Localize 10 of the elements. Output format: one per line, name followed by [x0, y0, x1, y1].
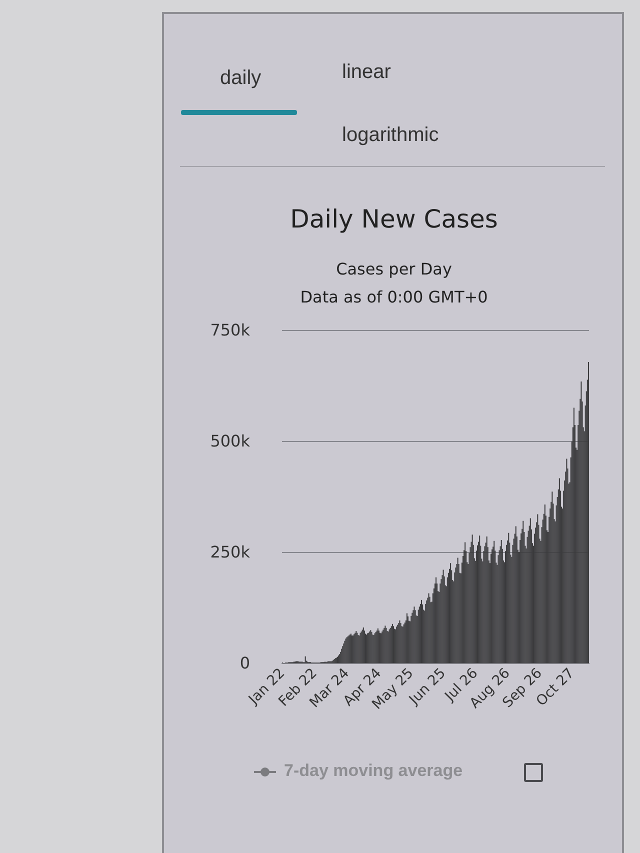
- chart-subtitle: Cases per Day Data as of 0:00 GMT+0: [300, 260, 488, 306]
- y-tick-label: 500k: [210, 432, 251, 450]
- text: 7-day moving average: [284, 761, 463, 781]
- y-tick-label: 750k: [210, 320, 251, 340]
- text: linear: [342, 60, 391, 84]
- text: logarithmic: [342, 123, 439, 147]
- chart-title: Daily New Cases: [290, 204, 498, 234]
- text: daily: [220, 66, 262, 90]
- y-tick-label: 0: [240, 654, 250, 672]
- y-tick-label: 250k: [210, 542, 251, 562]
